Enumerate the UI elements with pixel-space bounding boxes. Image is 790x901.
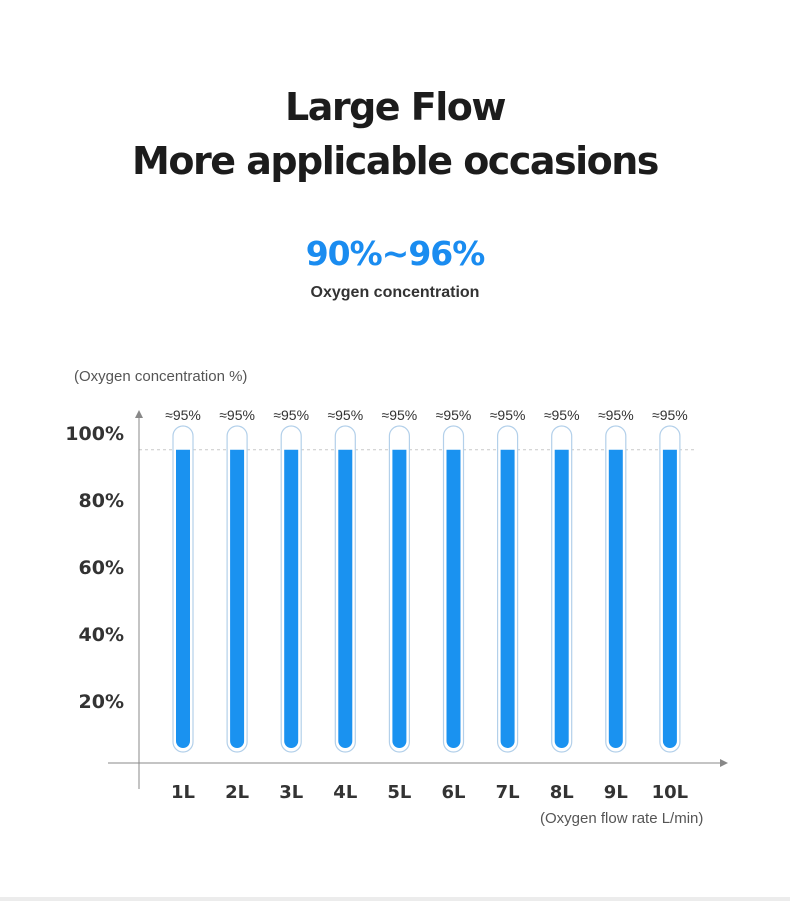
y-tick-label: 60%: [79, 557, 124, 579]
data-label: ≈95%: [652, 407, 688, 423]
bar-liquid: [554, 449, 569, 748]
bottom-divider: [0, 897, 790, 901]
x-axis-arrow: [720, 759, 728, 767]
data-label: ≈95%: [165, 407, 201, 423]
x-tick-label: 2L: [225, 782, 249, 803]
x-tick-label: 8L: [550, 782, 574, 803]
x-tick-label: 5L: [387, 782, 411, 803]
bar-liquid: [392, 449, 407, 748]
data-label: ≈95%: [544, 407, 580, 423]
x-tick-label: 10L: [652, 782, 689, 803]
bar-liquid: [446, 449, 461, 748]
x-tick-label: 9L: [604, 782, 628, 803]
y-tick-label: 100%: [65, 423, 124, 445]
x-tick-label: 1L: [171, 782, 195, 803]
data-label: ≈95%: [490, 407, 526, 423]
data-label: ≈95%: [273, 407, 309, 423]
y-axis-arrow: [135, 410, 143, 418]
y-tick-label: 40%: [79, 624, 124, 646]
bar-liquid: [176, 449, 190, 748]
x-tick-label: 7L: [496, 782, 520, 803]
x-tick-label: 4L: [333, 782, 357, 803]
data-label: ≈95%: [598, 407, 634, 423]
bar-liquid: [608, 449, 623, 748]
y-tick-label: 80%: [79, 490, 124, 512]
concentration-range: 90%~96%: [305, 234, 486, 273]
bar-liquid: [500, 449, 515, 748]
title-line-2: More applicable occasions: [132, 139, 659, 183]
data-label: ≈95%: [327, 407, 363, 423]
x-axis-label: (Oxygen flow rate L/min): [540, 810, 704, 827]
data-label: ≈95%: [436, 407, 472, 423]
bar-liquid: [338, 449, 353, 748]
y-axis-label: (Oxygen concentration %): [74, 368, 248, 385]
data-label: ≈95%: [382, 407, 418, 423]
bar-liquid: [284, 449, 299, 748]
x-tick-label: 6L: [442, 782, 466, 803]
title-line-1: Large Flow: [285, 85, 507, 129]
x-tick-label: 3L: [279, 782, 303, 803]
y-tick-label: 20%: [79, 691, 124, 713]
concentration-caption: Oxygen concentration: [310, 284, 480, 301]
bar-liquid: [230, 449, 245, 748]
bar-liquid: [662, 449, 677, 748]
data-label: ≈95%: [219, 407, 255, 423]
